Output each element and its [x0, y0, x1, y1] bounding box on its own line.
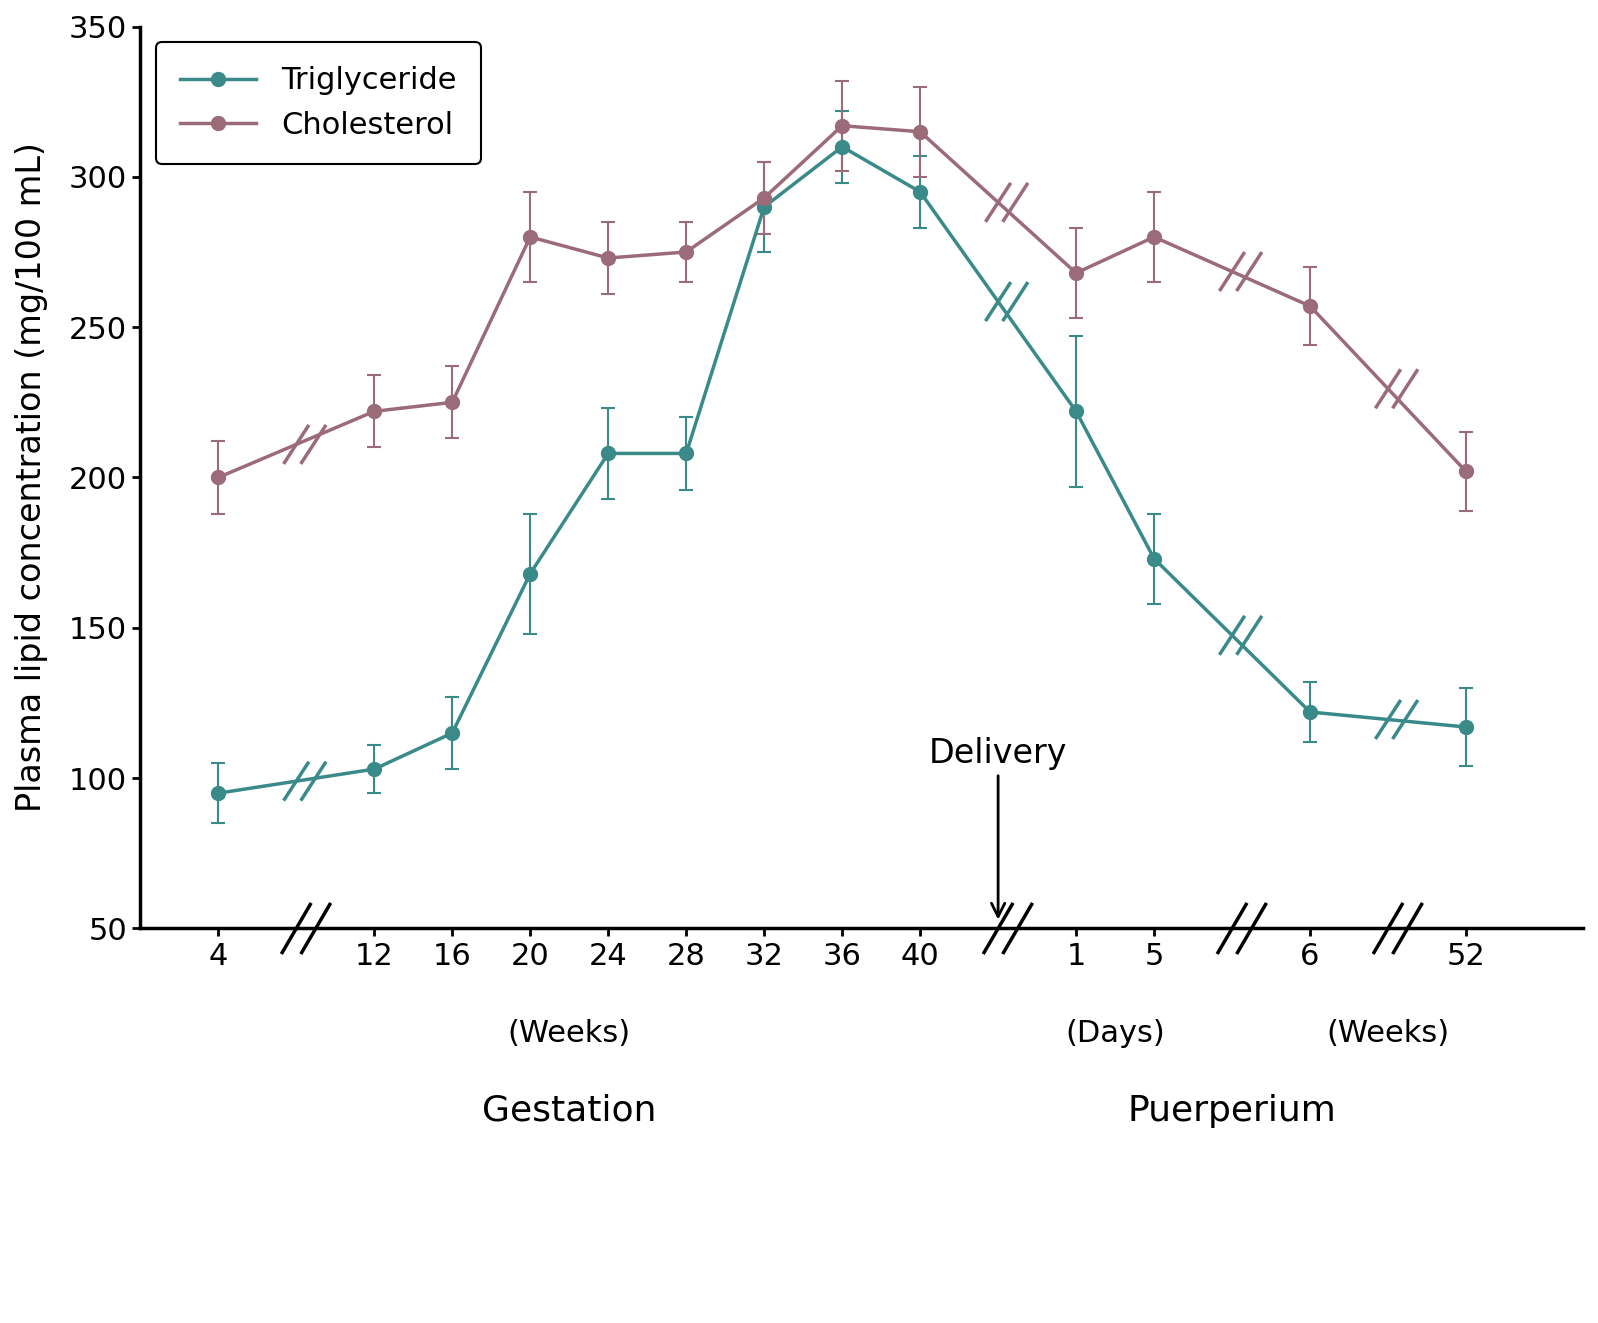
- Y-axis label: Plasma lipid concentration (mg/100 mL): Plasma lipid concentration (mg/100 mL): [14, 143, 48, 812]
- Text: (Weeks): (Weeks): [1326, 1019, 1449, 1048]
- Text: (Weeks): (Weeks): [508, 1019, 631, 1048]
- Text: Puerperium: Puerperium: [1128, 1094, 1336, 1127]
- Text: (Days): (Days): [1066, 1019, 1165, 1048]
- Text: Delivery: Delivery: [928, 737, 1067, 917]
- Text: Gestation: Gestation: [483, 1094, 657, 1127]
- Legend: Triglyceride, Cholesterol: Triglyceride, Cholesterol: [155, 42, 481, 164]
